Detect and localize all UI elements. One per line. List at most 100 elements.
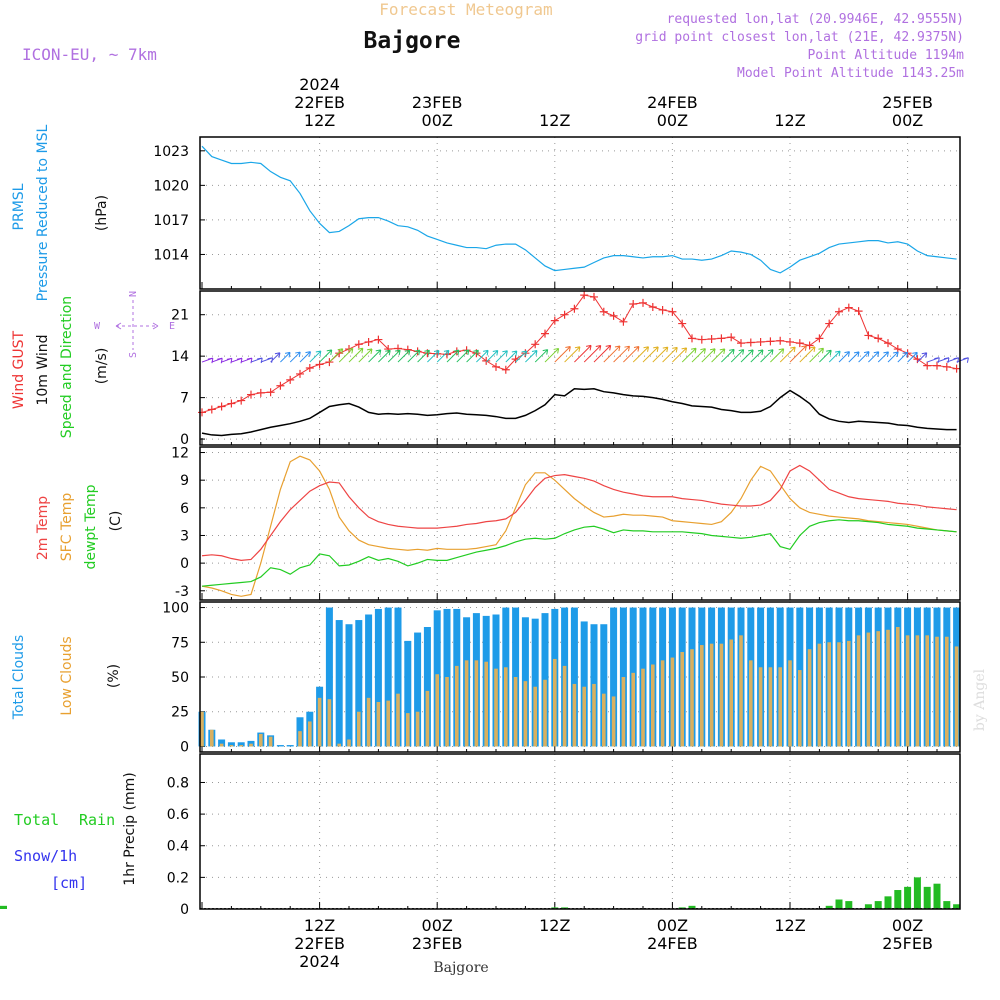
- y-tick-label: 25: [171, 705, 189, 721]
- top-time-label: 24FEB: [647, 93, 698, 112]
- wind-arrow: [789, 345, 807, 363]
- wind-arrow: [280, 351, 291, 363]
- gust-point: [629, 300, 638, 309]
- gust-point: [207, 405, 216, 414]
- low-cloud-bar: [807, 649, 812, 747]
- wind-arrow: [436, 349, 450, 363]
- compass-icon: N S W E: [94, 291, 175, 358]
- low-cloud-bar: [533, 686, 537, 747]
- wind-arrow: [809, 347, 824, 363]
- low-cloud-bar: [905, 635, 910, 747]
- y-tick-label: 50: [171, 670, 189, 686]
- wind-arrow: [495, 350, 508, 363]
- pressure-frame: [199, 136, 961, 290]
- wind-arrow: [417, 349, 430, 363]
- gust-point: [825, 319, 834, 328]
- low-cloud-bar: [582, 686, 586, 747]
- wind-arrow: [446, 349, 460, 363]
- wind-arrow: [711, 348, 726, 363]
- y-tick-label: 75: [171, 635, 189, 651]
- rain-bar: [884, 896, 892, 909]
- gust-point: [707, 334, 716, 343]
- gust-point: [786, 337, 794, 346]
- low-cloud-bar: [768, 667, 773, 747]
- wind-arrow: [221, 357, 233, 364]
- gust-point: [599, 307, 608, 316]
- total-cloud-bar: [276, 745, 284, 747]
- wind-labels: Wind GUST 10m Wind Speed and Direction (…: [11, 291, 175, 438]
- low-cloud-bar: [425, 690, 430, 747]
- wind-arrow: [623, 346, 640, 363]
- total-clouds-label: Total Clouds: [11, 635, 27, 720]
- total-cloud-bar: [610, 607, 618, 747]
- footer-station: Bajgore: [433, 960, 488, 976]
- wind-arrow: [368, 349, 382, 363]
- low-cloud-bar: [562, 665, 567, 747]
- clouds-frame: [199, 601, 961, 753]
- wind-arrow: [485, 349, 499, 363]
- low-cloud-bar: [837, 642, 841, 747]
- gust-point: [256, 388, 265, 397]
- low-cloud-bar: [415, 711, 420, 747]
- wind-arrow: [476, 349, 489, 363]
- gust-point: [492, 362, 500, 371]
- series-prmsl: [201, 145, 957, 274]
- low-cloud-bar: [219, 743, 224, 747]
- wind-arrow: [211, 357, 223, 364]
- series-sfc-temp: [201, 455, 957, 597]
- top-time-label: 00Z: [657, 111, 688, 130]
- wind-arrow: [672, 347, 688, 363]
- wind-arrow: [554, 346, 571, 363]
- total-cloud-bar: [600, 624, 608, 747]
- wind-arrow: [534, 349, 549, 363]
- low-cloud-bar: [386, 700, 390, 747]
- y-tick-label: 1020: [153, 178, 189, 194]
- wind-arrow: [348, 347, 364, 363]
- wind-panel: 0 7 14 21: [171, 291, 969, 448]
- gust-point: [482, 356, 491, 365]
- total-cloud-bar: [345, 624, 353, 747]
- wind-arrow: [877, 351, 889, 363]
- wind-arrow: [466, 349, 479, 363]
- cloud-unit-label: (%): [106, 664, 122, 688]
- gust-point: [570, 304, 579, 313]
- wind-arrow: [319, 349, 333, 363]
- bottom-time-label: 25FEB: [882, 934, 933, 953]
- top-time-label: 00Z: [892, 111, 923, 130]
- low-cloud-bar: [229, 745, 234, 747]
- gust-point: [923, 361, 932, 370]
- low-cloud-bar: [788, 660, 792, 747]
- y-tick-label: 9: [180, 473, 189, 489]
- precip-ylabel: 1hr Precip (mm): [122, 772, 138, 885]
- gust-point: [756, 337, 765, 346]
- low-cloud-bar: [376, 702, 381, 747]
- low-cloud-bar: [631, 672, 635, 747]
- gust-point: [531, 340, 540, 349]
- gust-point: [766, 337, 775, 346]
- total-cloud-bar: [404, 640, 412, 747]
- temperature-frame: [199, 446, 961, 601]
- total-cloud-bar: [423, 627, 431, 747]
- low-cloud-bar: [543, 679, 547, 747]
- precipitation-panel: 0 0.2 0.4 0.6 0.8: [0, 754, 961, 918]
- low-cloud-bar: [494, 668, 498, 747]
- rain-bar: [894, 890, 902, 909]
- y-tick-label: 0: [180, 739, 189, 755]
- wind-arrow: [564, 346, 581, 363]
- wind-arrow: [848, 351, 860, 363]
- bottom-time-label: 00Z: [422, 916, 453, 935]
- gust-point: [942, 362, 951, 371]
- y-tick-label: 3: [180, 528, 189, 544]
- gust-point: [668, 307, 677, 316]
- gust-point: [590, 292, 598, 301]
- low-cloud-bar: [347, 739, 351, 747]
- wind-arrow: [309, 350, 322, 363]
- precip-total-label: Total: [14, 811, 59, 829]
- gust-point: [247, 390, 255, 399]
- low-cloud-bar: [337, 743, 341, 747]
- top-time-label: 12Z: [539, 111, 570, 130]
- top-time-label: 12Z: [304, 111, 335, 130]
- clouds-panel: 0 25 50 75 100: [162, 601, 961, 755]
- low-cloud-bar: [249, 743, 253, 747]
- station-title: Bajgore: [364, 28, 461, 54]
